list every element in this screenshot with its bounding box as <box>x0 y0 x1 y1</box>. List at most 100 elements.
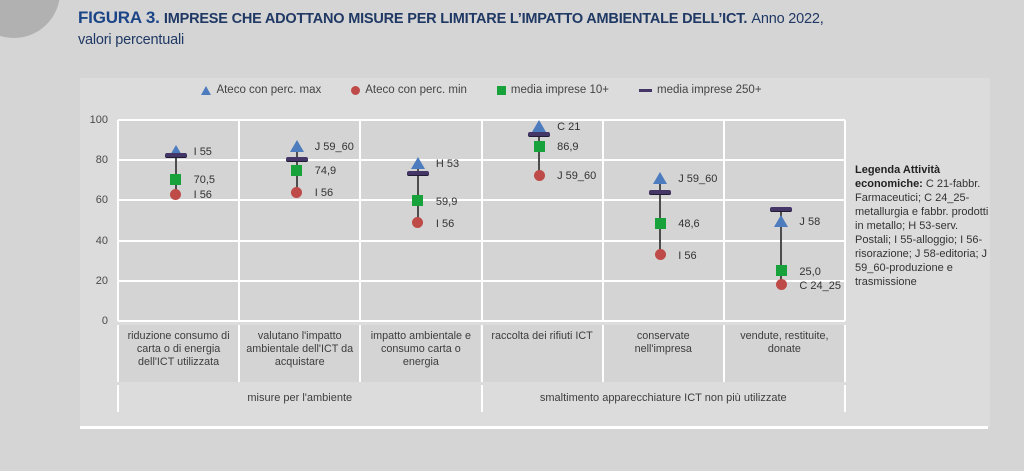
gridline <box>118 320 845 322</box>
dash-legend-icon <box>639 88 653 92</box>
category-separator <box>722 325 725 382</box>
point-label: 25,0 <box>799 265 821 278</box>
category-label: valutano l'impatto ambientale dell'ICT d… <box>240 325 360 382</box>
point-label: I 56 <box>678 249 697 262</box>
circle-legend-icon <box>351 85 361 95</box>
legend-label: media imprese 10+ <box>510 84 610 96</box>
media10-marker <box>170 173 182 185</box>
category-label: riduzione consumo di carta o di energia … <box>119 325 239 382</box>
y-axis-tick-label: 20 <box>95 274 108 287</box>
figure-title-text: IMPRESE CHE ADOTTANO MISURE PER LIMITARE… <box>163 11 748 27</box>
point-label: J 59_60 <box>557 170 597 183</box>
figure-title-block: FIGURA 3. IMPRESE CHE ADOTTANO MISURE PE… <box>78 7 1013 50</box>
legend-item: Ateco con perc. min <box>351 84 467 96</box>
max-marker <box>289 140 304 153</box>
category-separator <box>117 325 119 382</box>
max-marker <box>774 214 789 227</box>
y-axis-tick-label: 0 <box>101 315 108 327</box>
min-marker <box>412 217 424 228</box>
group-separator <box>117 385 119 412</box>
media250-marker <box>528 131 551 137</box>
max-marker <box>410 157 425 170</box>
activity-legend-lead: Legenda Attività economiche: <box>855 164 941 190</box>
min-marker <box>775 279 787 291</box>
media10-marker <box>412 195 424 207</box>
category-separator <box>601 325 604 382</box>
min-marker <box>654 249 666 261</box>
point-label: H 53 <box>435 158 460 171</box>
legend-item: media imprese 250+ <box>639 84 762 96</box>
media250-marker <box>406 170 429 176</box>
range-connector <box>174 151 177 195</box>
group-label: smaltimento apparecchiature ICT non più … <box>539 392 787 404</box>
media250-marker <box>285 156 308 162</box>
legend-item: media imprese 10+ <box>496 84 610 96</box>
range-connector <box>659 178 662 255</box>
category-label: raccolta dei rifiuti ICT <box>482 325 602 382</box>
min-marker <box>291 186 303 198</box>
category-label: conservate nell'impresa <box>603 325 723 382</box>
media10-marker <box>291 164 303 176</box>
category-label-text: riduzione consumo di carta o di energia … <box>127 330 230 368</box>
category-label: impatto ambientale e consumo carta o ene… <box>361 325 481 382</box>
column-separator <box>601 120 604 321</box>
point-label: I 56 <box>193 189 212 202</box>
y-axis-tick-label: 60 <box>95 194 108 207</box>
point-label: I 55 <box>193 146 212 159</box>
min-marker <box>170 188 182 200</box>
group-label: misure per l'ambiente <box>247 392 353 404</box>
column-separator <box>844 120 846 321</box>
media10-marker <box>654 217 666 229</box>
chart-legend: Ateco con perc. max Ateco con perc. min me… <box>118 84 845 96</box>
legend-label: Ateco con perc. max <box>216 84 322 96</box>
group-separator <box>844 385 846 412</box>
point-label: I 56 <box>435 217 455 230</box>
media10-marker <box>533 140 545 152</box>
point-label: J 59_60 <box>314 141 354 154</box>
activity-legend: Legenda Attività economiche: C 21-fabbr.… <box>855 163 989 289</box>
legend-label: Ateco con perc. min <box>365 84 467 96</box>
figure-number: FIGURA 3. <box>78 8 160 27</box>
column-separator <box>238 120 241 321</box>
activity-legend-body: C 21-fabbr. Farmaceutici; C 24_25-metall… <box>855 178 989 288</box>
category-label-text: impatto ambientale e consumo carta o ene… <box>370 330 472 368</box>
figure-title-year: Anno 2022, <box>751 11 824 27</box>
point-label: 74,9 <box>314 165 337 178</box>
y-axis-tick-label: 80 <box>95 154 108 167</box>
point-label: 59,9 <box>435 195 458 208</box>
category-label-text: vendute, restituite, donate <box>740 330 829 355</box>
max-marker <box>653 172 668 185</box>
category-label-text: conservate nell'impresa <box>634 330 692 355</box>
min-marker <box>533 169 545 181</box>
max-marker <box>532 120 547 133</box>
range-connector <box>780 209 783 285</box>
triangle-legend-icon <box>201 85 212 95</box>
figure-title-line1: FIGURA 3. IMPRESE CHE ADOTTANO MISURE PE… <box>78 7 1013 30</box>
column-separator <box>117 120 119 321</box>
point-label: I 56 <box>314 187 334 200</box>
bottom-divider <box>80 426 988 429</box>
point-label: 70,5 <box>193 174 215 187</box>
category-separator <box>480 325 483 382</box>
point-label: C 24_25 <box>799 279 841 292</box>
y-axis-tick-label: 100 <box>89 114 108 126</box>
point-label: C 21 <box>557 121 581 134</box>
legend-label: media imprese 250+ <box>657 84 762 96</box>
point-label: 48,6 <box>678 218 700 231</box>
column-separator <box>480 120 483 321</box>
y-axis-tick-label: 40 <box>95 234 108 247</box>
category-separator <box>359 325 362 382</box>
media250-marker <box>770 206 793 212</box>
point-label: 86,9 <box>557 141 579 154</box>
category-separator <box>844 325 846 382</box>
point-label: J 59_60 <box>678 173 718 186</box>
group-separator <box>480 385 483 412</box>
category-label-text: valutano l'impatto ambientale dell'ICT d… <box>246 330 354 368</box>
category-label-text: raccolta dei rifiuti ICT <box>491 330 593 342</box>
media10-marker <box>775 265 787 277</box>
legend-item: Ateco con perc. max <box>201 84 321 96</box>
media250-marker <box>649 189 672 195</box>
point-label: J 58 <box>799 215 821 228</box>
